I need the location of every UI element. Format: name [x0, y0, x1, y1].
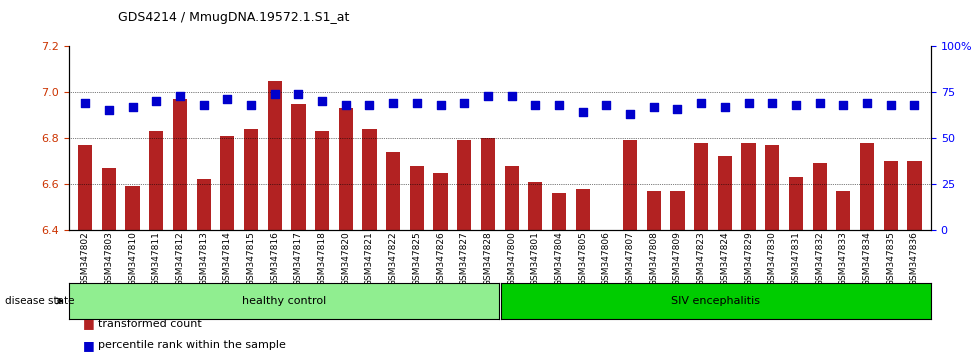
Bar: [339, 108, 353, 230]
Bar: [884, 161, 898, 230]
Bar: [765, 145, 779, 230]
Point: [764, 100, 780, 106]
Bar: [197, 179, 211, 230]
Point: [693, 100, 709, 106]
Text: transformed count: transformed count: [98, 319, 202, 329]
Point: [362, 102, 377, 108]
Bar: [363, 129, 376, 230]
Point: [599, 102, 614, 108]
Bar: [172, 99, 187, 230]
Point: [220, 97, 235, 102]
Bar: [291, 103, 306, 230]
Text: GDS4214 / MmugDNA.19572.1.S1_at: GDS4214 / MmugDNA.19572.1.S1_at: [118, 11, 349, 24]
Bar: [812, 163, 827, 230]
Text: healthy control: healthy control: [242, 296, 325, 306]
Bar: [859, 143, 874, 230]
Point: [148, 98, 164, 104]
Bar: [220, 136, 234, 230]
Point: [480, 93, 496, 98]
Bar: [717, 156, 732, 230]
Point: [883, 102, 899, 108]
Bar: [268, 80, 282, 230]
Bar: [742, 143, 756, 230]
Point: [124, 104, 140, 110]
Bar: [623, 140, 637, 230]
Bar: [315, 131, 329, 230]
Bar: [836, 191, 851, 230]
Point: [243, 102, 259, 108]
Bar: [78, 145, 92, 230]
Point: [196, 102, 212, 108]
Point: [622, 111, 638, 117]
Bar: [505, 166, 518, 230]
Point: [859, 100, 875, 106]
Bar: [244, 129, 258, 230]
Point: [906, 102, 922, 108]
Bar: [528, 182, 543, 230]
Bar: [125, 186, 140, 230]
Point: [811, 100, 827, 106]
Point: [836, 102, 852, 108]
Bar: [149, 131, 164, 230]
Point: [409, 100, 424, 106]
Text: disease state: disease state: [5, 296, 74, 306]
Point: [315, 98, 330, 104]
Point: [267, 91, 282, 97]
Bar: [694, 143, 709, 230]
Text: ■: ■: [83, 318, 95, 330]
Bar: [410, 166, 424, 230]
Point: [385, 100, 401, 106]
Bar: [481, 138, 495, 230]
Bar: [575, 189, 590, 230]
Point: [527, 102, 543, 108]
Point: [338, 102, 354, 108]
Point: [504, 93, 519, 98]
Bar: [670, 191, 685, 230]
Text: SIV encephalitis: SIV encephalitis: [671, 296, 760, 306]
Bar: [457, 140, 471, 230]
Point: [575, 109, 591, 115]
Point: [77, 100, 93, 106]
Bar: [386, 152, 400, 230]
Point: [457, 100, 472, 106]
Text: percentile rank within the sample: percentile rank within the sample: [98, 340, 286, 350]
Bar: [552, 193, 566, 230]
Bar: [789, 177, 803, 230]
Point: [788, 102, 804, 108]
Bar: [102, 168, 116, 230]
Bar: [433, 172, 448, 230]
Point: [433, 102, 449, 108]
Point: [741, 100, 757, 106]
Bar: [647, 191, 661, 230]
Point: [717, 104, 733, 110]
Point: [291, 91, 307, 97]
Point: [669, 106, 685, 112]
Point: [101, 108, 117, 113]
Text: ■: ■: [83, 339, 95, 352]
Point: [551, 102, 566, 108]
Bar: [907, 161, 921, 230]
Point: [646, 104, 662, 110]
Point: [172, 93, 188, 98]
